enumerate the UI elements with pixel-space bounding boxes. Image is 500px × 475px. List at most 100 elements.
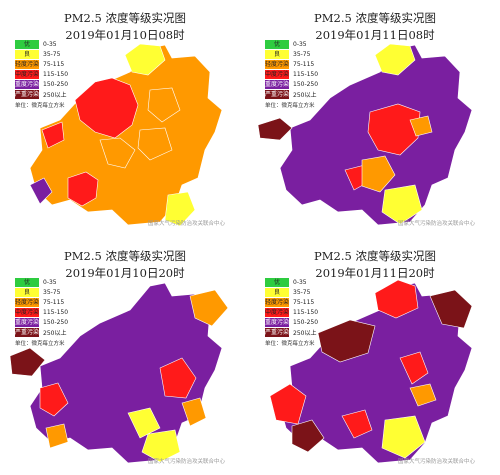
map-panel-1: PM2.5 浓度等级实况图 2019年01月10日08时 优 0-35 良 35-7… bbox=[0, 0, 250, 237]
legend-row: 中度污染 115-150 bbox=[265, 308, 335, 317]
pm25-map-4 bbox=[269, 279, 473, 464]
legend-unit: 单位：微克每立方米 bbox=[15, 341, 65, 347]
panel-1-time: 2019年01月10日08时 bbox=[65, 28, 185, 42]
pm25-map-3 bbox=[9, 282, 229, 464]
legend: 优 0-35 良 35-75 轻度污染 75-115 中度污染 115-150 重度污染… bbox=[15, 40, 85, 109]
legend-swatch: 良 bbox=[15, 50, 39, 59]
legend-range: 75-115 bbox=[43, 61, 65, 68]
legend-row: 轻度污染 75-115 bbox=[265, 60, 335, 69]
legend-row: 严重污染 250以上 bbox=[265, 90, 335, 99]
legend-swatch: 轻度污染 bbox=[15, 298, 40, 307]
legend-swatch: 中度污染 bbox=[265, 308, 290, 317]
legend-swatch: 良 bbox=[265, 50, 289, 59]
legend-swatch: 严重污染 bbox=[15, 328, 40, 337]
legend-range: 75-115 bbox=[43, 299, 65, 306]
legend-range: 115-150 bbox=[43, 309, 69, 316]
legend-range: 150-250 bbox=[293, 319, 319, 326]
legend-swatch: 良 bbox=[265, 288, 289, 297]
legend-row: 良 35-75 bbox=[265, 50, 335, 59]
legend-range: 0-35 bbox=[43, 279, 57, 286]
legend-swatch: 轻度污染 bbox=[265, 60, 290, 69]
panel-3-time: 2019年01月10日20时 bbox=[65, 266, 185, 280]
legend-range: 250以上 bbox=[43, 92, 67, 99]
legend-range: 115-150 bbox=[293, 71, 319, 78]
legend-range: 0-35 bbox=[43, 41, 57, 48]
legend-range: 35-75 bbox=[293, 289, 311, 296]
legend-swatch: 重度污染 bbox=[15, 80, 40, 89]
legend-unit: 单位：微克每立方米 bbox=[265, 103, 315, 109]
legend-row: 重度污染 150-250 bbox=[265, 318, 335, 327]
legend-swatch: 优 bbox=[15, 278, 39, 287]
legend-row: 重度污染 150-250 bbox=[265, 80, 335, 89]
legend-swatch: 中度污染 bbox=[15, 70, 40, 79]
legend-row: 严重污染 250以上 bbox=[15, 90, 85, 99]
legend-swatch: 重度污染 bbox=[265, 318, 290, 327]
legend: 优 0-35 良 35-75 轻度污染 75-115 中度污染 115-150 重度污染… bbox=[265, 278, 335, 347]
panel-1-title: PM2.5 浓度等级实况图 bbox=[64, 11, 186, 25]
legend-row: 优 0-35 bbox=[265, 278, 335, 287]
watermark: 国家大气污染防治攻关联合中心 bbox=[148, 221, 226, 227]
legend-swatch: 优 bbox=[265, 40, 289, 49]
legend-row: 良 35-75 bbox=[15, 288, 85, 297]
watermark: 国家大气污染防治攻关联合中心 bbox=[398, 459, 476, 465]
panel-2-title: PM2.5 浓度等级实况图 bbox=[314, 11, 436, 25]
legend-row: 良 35-75 bbox=[15, 50, 85, 59]
legend-swatch: 严重污染 bbox=[265, 328, 290, 337]
legend-range: 35-75 bbox=[43, 51, 61, 58]
legend-range: 115-150 bbox=[43, 71, 69, 78]
legend-range: 75-115 bbox=[293, 299, 315, 306]
watermark: 国家大气污染防治攻关联合中心 bbox=[398, 221, 476, 227]
legend-swatch: 优 bbox=[265, 278, 289, 287]
legend-range: 150-250 bbox=[43, 81, 69, 88]
legend-unit: 单位：微克每立方米 bbox=[15, 103, 65, 109]
legend-range: 250以上 bbox=[43, 330, 67, 337]
legend-swatch: 轻度污染 bbox=[265, 298, 290, 307]
panel-3-title: PM2.5 浓度等级实况图 bbox=[64, 249, 186, 263]
legend-row: 优 0-35 bbox=[15, 40, 85, 49]
legend-row: 中度污染 115-150 bbox=[265, 70, 335, 79]
legend-swatch: 重度污染 bbox=[265, 80, 290, 89]
legend-swatch: 严重污染 bbox=[15, 90, 40, 99]
legend-range: 250以上 bbox=[293, 92, 317, 99]
panel-4-title: PM2.5 浓度等级实况图 bbox=[314, 249, 436, 263]
legend: 优 0-35 良 35-75 轻度污染 75-115 中度污染 115-150 重度污染… bbox=[265, 40, 335, 109]
legend-row: 严重污染 250以上 bbox=[15, 328, 85, 337]
legend-range: 35-75 bbox=[293, 51, 311, 58]
legend-swatch: 中度污染 bbox=[265, 70, 290, 79]
legend-range: 0-35 bbox=[293, 279, 307, 286]
legend-row: 轻度污染 75-115 bbox=[265, 298, 335, 307]
legend-row: 重度污染 150-250 bbox=[15, 80, 85, 89]
panel-2-time: 2019年01月11日08时 bbox=[315, 28, 435, 42]
legend-range: 75-115 bbox=[293, 61, 315, 68]
legend-row: 中度污染 115-150 bbox=[15, 70, 85, 79]
legend-range: 115-150 bbox=[293, 309, 319, 316]
legend-row: 轻度污染 75-115 bbox=[15, 298, 85, 307]
legend-row: 重度污染 150-250 bbox=[15, 318, 85, 327]
legend-unit: 单位：微克每立方米 bbox=[265, 341, 315, 347]
map-panel-3: PM2.5 浓度等级实况图 2019年01月10日20时 优 0-35 良 35-7… bbox=[0, 238, 250, 475]
panel-4-time: 2019年01月11日20时 bbox=[315, 266, 435, 280]
map-panel-4: PM2.5 浓度等级实况图 2019年01月11日20时 优 0-35 良 35-7… bbox=[250, 238, 500, 475]
legend-row: 良 35-75 bbox=[265, 288, 335, 297]
legend-range: 150-250 bbox=[293, 81, 319, 88]
legend: 优 0-35 良 35-75 轻度污染 75-115 中度污染 115-150 重度污染… bbox=[15, 278, 85, 347]
pm25-map-1 bbox=[29, 43, 223, 227]
legend-swatch: 良 bbox=[15, 288, 39, 297]
legend-row: 优 0-35 bbox=[265, 40, 335, 49]
legend-swatch: 优 bbox=[15, 40, 39, 49]
legend-swatch: 严重污染 bbox=[265, 90, 290, 99]
legend-range: 0-35 bbox=[293, 41, 307, 48]
legend-row: 严重污染 250以上 bbox=[265, 328, 335, 337]
watermark: 国家大气污染防治攻关联合中心 bbox=[148, 459, 226, 465]
legend-swatch: 重度污染 bbox=[15, 318, 40, 327]
pm25-map-2 bbox=[257, 43, 473, 226]
legend-range: 150-250 bbox=[43, 319, 69, 326]
legend-range: 35-75 bbox=[43, 289, 61, 296]
legend-range: 250以上 bbox=[293, 330, 317, 337]
legend-swatch: 轻度污染 bbox=[15, 60, 40, 69]
map-panel-2: PM2.5 浓度等级实况图 2019年01月11日08时 优 0-35 良 35-7… bbox=[250, 0, 500, 237]
legend-row: 中度污染 115-150 bbox=[15, 308, 85, 317]
legend-row: 轻度污染 75-115 bbox=[15, 60, 85, 69]
legend-row: 优 0-35 bbox=[15, 278, 85, 287]
legend-swatch: 中度污染 bbox=[15, 308, 40, 317]
